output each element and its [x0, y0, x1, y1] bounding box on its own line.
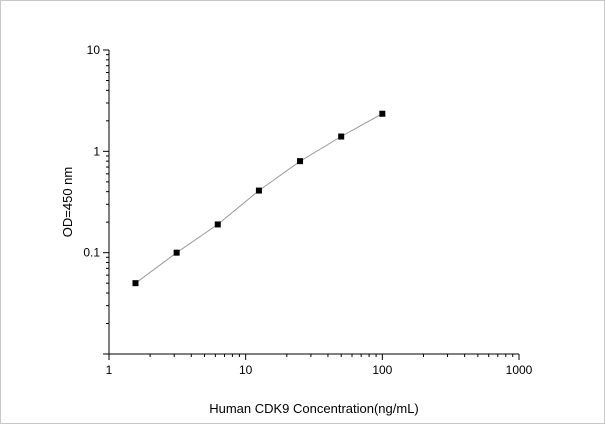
- x-tick-label: 10: [239, 363, 253, 377]
- x-tick-label: 1: [106, 363, 113, 377]
- data-point: [338, 133, 345, 140]
- fit-line: [135, 113, 383, 284]
- y-tick-label: 1: [93, 144, 100, 158]
- x-tick-label: 1000: [506, 363, 533, 377]
- data-point: [379, 110, 386, 117]
- y-axis-title: OD=450 nm: [60, 167, 75, 237]
- data-point: [173, 249, 180, 256]
- y-tick-label: 10: [87, 43, 101, 57]
- x-axis-title: Human CDK9 Concentration(ng/mL): [209, 401, 419, 416]
- series: [132, 110, 386, 287]
- axes: [108, 50, 519, 355]
- y-tick-label: 0.1: [83, 246, 100, 260]
- x-tick-label: 100: [372, 363, 392, 377]
- data-point: [297, 158, 304, 165]
- ticks: 0.1 1 10 1 10 100 1000: [83, 43, 532, 377]
- data-point: [255, 187, 262, 194]
- data-point: [214, 221, 221, 228]
- data-point: [132, 280, 139, 287]
